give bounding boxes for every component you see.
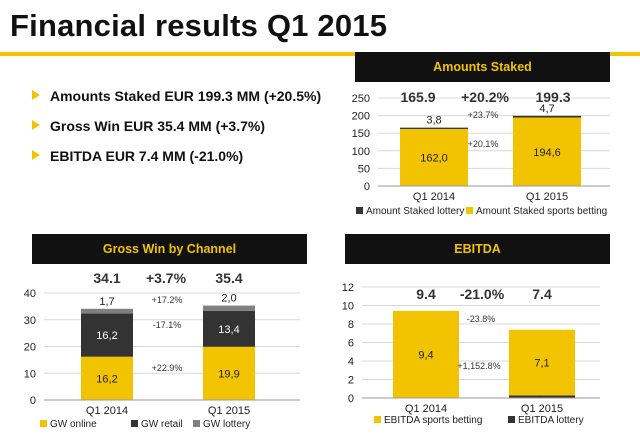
gross_win-data-label: 19,9 — [218, 368, 239, 380]
gross_win-total-label: 35.4 — [215, 270, 242, 286]
ebitda-ytick-label: 10 — [342, 301, 354, 313]
amounts_staked-ytick-label: 0 — [364, 181, 370, 193]
bullet-arrow-icon — [32, 120, 40, 130]
title-underline — [0, 52, 640, 56]
ebitda-segment-change: -23.8% — [467, 314, 496, 324]
gross_win-segment-change: -17.1% — [153, 320, 182, 330]
ebitda-ytick-label: 2 — [348, 375, 354, 387]
ebitda-legend-label: EBITDA sports betting — [384, 415, 482, 426]
amounts_staked-data-label: 4,7 — [539, 103, 554, 115]
ebitda-bar-segment — [393, 310, 459, 398]
ebitda-total-label: 9.4 — [416, 286, 436, 302]
amounts_staked-xtick-label: Q1 2015 — [526, 191, 568, 203]
gross_win-ytick-label: 10 — [24, 368, 36, 380]
amounts_staked-ytick-label: 100 — [352, 146, 370, 158]
gross_win-bar-segment — [203, 310, 255, 347]
gross_win-total-change: +3.7% — [146, 270, 187, 286]
ebitda-legend-swatch — [374, 416, 381, 423]
amounts_staked-bar-segment — [400, 128, 468, 186]
gross_win-legend-label: GW lottery — [203, 419, 250, 430]
gross_win-segment-change: +17.2% — [152, 295, 183, 305]
amounts_staked-total-change: +20.2% — [461, 89, 509, 105]
amounts_staked-xtick-label: Q1 2014 — [413, 191, 455, 203]
gross_win-ytick-label: 40 — [24, 288, 36, 300]
gross_win-bar-segment — [81, 308, 133, 314]
ebitda-segment-change: +1,152.8% — [457, 361, 500, 371]
gross_win-legend-label: GW online — [50, 419, 97, 430]
gross_win-ytick-label: 30 — [24, 315, 36, 327]
ebitda-legend-swatch — [508, 416, 515, 423]
ebitda-bar-segment — [509, 395, 575, 398]
ebitda-legend-label: EBITDA lottery — [518, 415, 584, 426]
bullet-text: Gross Win EUR 35.4 MM (+3.7%) — [50, 118, 265, 134]
amounts_staked-bar-segment — [513, 115, 581, 118]
gross_win-legend-swatch — [40, 420, 47, 427]
gross_win-legend-swatch — [131, 420, 138, 427]
amounts_staked-bar-segment — [513, 117, 581, 186]
amounts-staked-header: Amounts Staked — [355, 52, 610, 82]
gross_win-bar-segment — [203, 346, 255, 400]
page-title: Financial results Q1 2015 — [10, 8, 388, 43]
bullet-arrow-icon — [32, 90, 40, 100]
bullet-arrow-icon — [32, 150, 40, 160]
ebitda-header: EBITDA — [345, 234, 610, 264]
ebitda-total-change: -21.0% — [460, 286, 505, 302]
gross-win-header: Gross Win by Channel — [32, 234, 307, 264]
ebitda-ytick-label: 8 — [348, 319, 354, 331]
amounts_staked-legend-label: Amount Staked lottery — [366, 206, 464, 217]
amounts_staked-legend-swatch — [466, 207, 473, 214]
gross_win-bar-segment — [81, 313, 133, 357]
amounts_staked-legend-swatch — [356, 207, 363, 214]
ebitda-ytick-label: 6 — [348, 338, 354, 350]
ebitda-ytick-label: 12 — [342, 282, 354, 294]
amounts_staked-bar-segment — [400, 127, 468, 129]
amounts_staked-segment-change: +23.7% — [468, 110, 499, 120]
amounts_staked-data-label: 194,6 — [533, 147, 561, 159]
amounts_staked-legend-label: Amount Staked sports betting — [476, 206, 607, 217]
ebitda-ytick-label: 4 — [348, 356, 354, 368]
gross_win-total-label: 34.1 — [93, 270, 120, 286]
amounts_staked-data-label: 162,0 — [420, 152, 448, 164]
gross_win-data-label: 1,7 — [99, 296, 114, 308]
amounts_staked-segment-change: +20.1% — [468, 139, 499, 149]
amounts_staked-data-label: 3,8 — [426, 115, 441, 127]
gross_win-xtick-label: Q1 2015 — [208, 405, 250, 417]
ebitda-ytick-label: 0 — [348, 393, 354, 405]
bullet-text: Amounts Staked EUR 199.3 MM (+20.5%) — [50, 88, 322, 104]
gross_win-bar-segment — [81, 356, 133, 400]
ebitda-xtick-label: Q1 2014 — [405, 403, 447, 415]
gross_win-data-label: 16,2 — [96, 373, 117, 385]
ebitda-data-label: 9,4 — [418, 349, 433, 361]
gross_win-segment-change: +22.9% — [152, 363, 183, 373]
amounts_staked-ytick-label: 200 — [352, 111, 370, 123]
amounts_staked-ytick-label: 250 — [352, 93, 370, 105]
gross_win-data-label: 16,2 — [96, 330, 117, 342]
ebitda-xtick-label: Q1 2015 — [521, 403, 563, 415]
bullet-text: EBITDA EUR 7.4 MM (-21.0%) — [50, 148, 244, 164]
gross_win-ytick-label: 0 — [30, 395, 36, 407]
ebitda-bar-segment — [509, 329, 575, 396]
amounts_staked-total-label: 199.3 — [535, 89, 570, 105]
gross_win-data-label: 2,0 — [221, 293, 236, 305]
gross_win-data-label: 13,4 — [218, 324, 239, 336]
gross_win-xtick-label: Q1 2014 — [86, 405, 128, 417]
gross_win-legend-swatch — [193, 420, 200, 427]
gross_win-ytick-label: 20 — [24, 342, 36, 354]
gross_win-legend-label: GW retail — [141, 419, 183, 430]
amounts_staked-total-label: 165.9 — [400, 89, 435, 105]
amounts_staked-ytick-label: 150 — [352, 128, 370, 140]
gross_win-bar-segment — [203, 305, 255, 311]
ebitda-data-label: 7,1 — [534, 358, 549, 370]
ebitda-total-label: 7.4 — [532, 286, 552, 302]
amounts_staked-ytick-label: 50 — [358, 163, 370, 175]
